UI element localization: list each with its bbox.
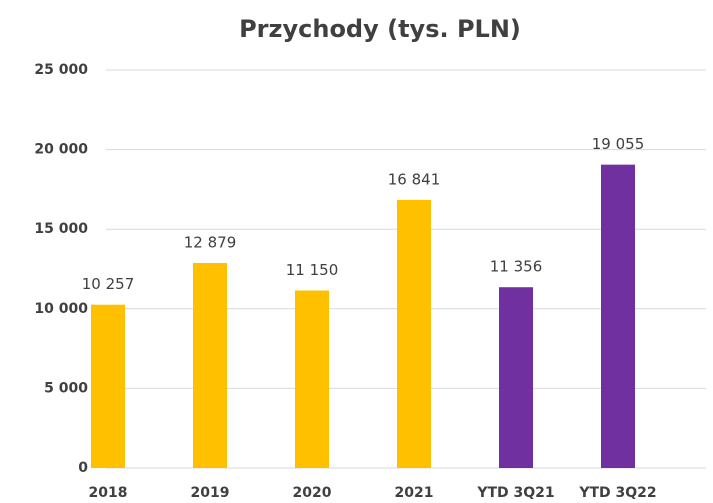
value-label: 16 841 bbox=[388, 170, 441, 188]
bar bbox=[91, 304, 125, 468]
chart-title: Przychody (tys. PLN) bbox=[239, 15, 521, 43]
y-tick-label: 15 000 bbox=[34, 221, 88, 237]
y-tick-label: 0 bbox=[78, 460, 88, 476]
x-tick-label: 2021 bbox=[395, 485, 434, 501]
value-label: 12 879 bbox=[184, 233, 237, 251]
y-tick-label: 20 000 bbox=[34, 142, 88, 158]
value-label: 11 356 bbox=[490, 258, 543, 276]
y-tick-label: 10 000 bbox=[34, 301, 88, 317]
x-tick-label: 2018 bbox=[89, 485, 128, 501]
value-label: 11 150 bbox=[286, 261, 339, 279]
x-tick-label: YTD 3Q21 bbox=[476, 485, 554, 501]
bar bbox=[499, 287, 533, 468]
y-tick-label: 5 000 bbox=[44, 380, 88, 396]
x-tick-label: 2019 bbox=[191, 485, 230, 501]
x-tick-label: YTD 3Q22 bbox=[578, 485, 656, 501]
bar bbox=[295, 290, 329, 468]
bar bbox=[601, 164, 635, 468]
value-label: 10 257 bbox=[82, 275, 135, 293]
value-label: 19 055 bbox=[592, 135, 645, 153]
bar bbox=[397, 199, 431, 468]
x-tick-label: 2020 bbox=[293, 485, 332, 501]
y-tick-label: 25 000 bbox=[34, 62, 88, 78]
bar bbox=[193, 262, 227, 468]
